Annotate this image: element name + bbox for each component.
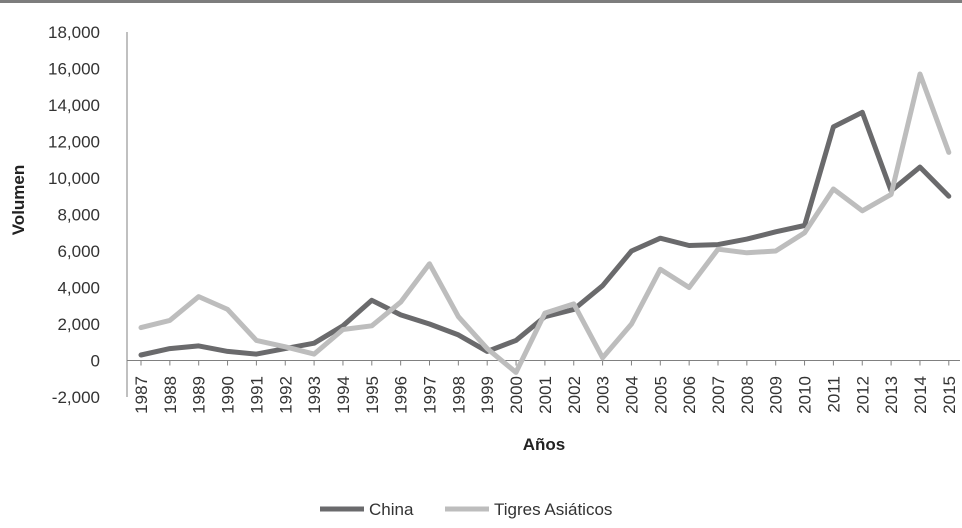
x-tick-label: 1988: [161, 376, 180, 414]
x-tick-label: 1994: [334, 376, 353, 414]
x-tick-label: 2013: [882, 376, 901, 414]
x-tick-label: 2001: [536, 376, 555, 414]
legend: China Tigres Asiáticos: [320, 500, 612, 519]
y-tick-label: 0: [91, 352, 100, 371]
x-tick-label: 1999: [478, 376, 497, 414]
x-tick-label: 1995: [363, 376, 382, 414]
x-tick-label: 2010: [796, 376, 815, 414]
y-tick-label: 10,000: [48, 169, 100, 188]
x-tick-label: 1987: [132, 376, 151, 414]
x-tick-label: 2002: [565, 376, 584, 414]
x-tick-label: 2014: [911, 376, 930, 414]
x-tick-label: 2011: [824, 376, 843, 413]
series-line-tigres-asiaticos: [138, 71, 952, 375]
y-tick-label: 14,000: [48, 96, 100, 115]
x-tick-label: 2012: [853, 376, 872, 414]
legend-label: China: [369, 500, 414, 519]
x-tick-label: 2003: [594, 376, 613, 414]
x-tick-label: 1990: [219, 376, 238, 414]
x-tick-label: 2004: [622, 376, 641, 414]
x-tick-label: 1992: [276, 376, 295, 414]
y-tick-label: 16,000: [48, 60, 100, 79]
x-axis-ticks: 1987 1988 1989 1990 1991 1992 1993 1994 1995 1996…: [132, 360, 959, 414]
x-tick-label: 2009: [767, 376, 786, 414]
x-tick-label: 1993: [305, 376, 324, 414]
y-tick-label: -2,000: [52, 388, 100, 407]
y-axis-ticks: -2,000 0 2,000 4,000 6,000 8,000 10,000 12,000 1…: [48, 23, 100, 407]
y-tick-label: 4,000: [57, 279, 100, 298]
y-axis-title: Volumen: [9, 165, 28, 236]
y-tick-label: 12,000: [48, 133, 100, 152]
x-tick-label: 2015: [940, 376, 959, 414]
legend-label: Tigres Asiáticos: [494, 500, 612, 519]
x-axis-title: Años: [523, 435, 566, 454]
x-tick-label: 1989: [190, 376, 209, 414]
x-tick-label: 1998: [449, 376, 468, 414]
x-tick-label: 1996: [392, 376, 411, 414]
x-tick-label: 2005: [651, 376, 670, 414]
x-tick-label: 2008: [738, 376, 757, 414]
top-border: [0, 0, 962, 3]
y-tick-label: 2,000: [57, 315, 100, 334]
x-tick-label: 1991: [247, 376, 266, 414]
y-tick-label: 8,000: [57, 206, 100, 225]
x-tick-label: 2006: [680, 376, 699, 414]
y-tick-label: 6,000: [57, 242, 100, 261]
x-tick-label: 1997: [421, 376, 440, 414]
y-tick-label: 18,000: [48, 23, 100, 42]
series-lines: [138, 71, 952, 375]
x-tick-label: 2000: [507, 376, 526, 414]
x-tick-label: 2007: [709, 376, 728, 414]
